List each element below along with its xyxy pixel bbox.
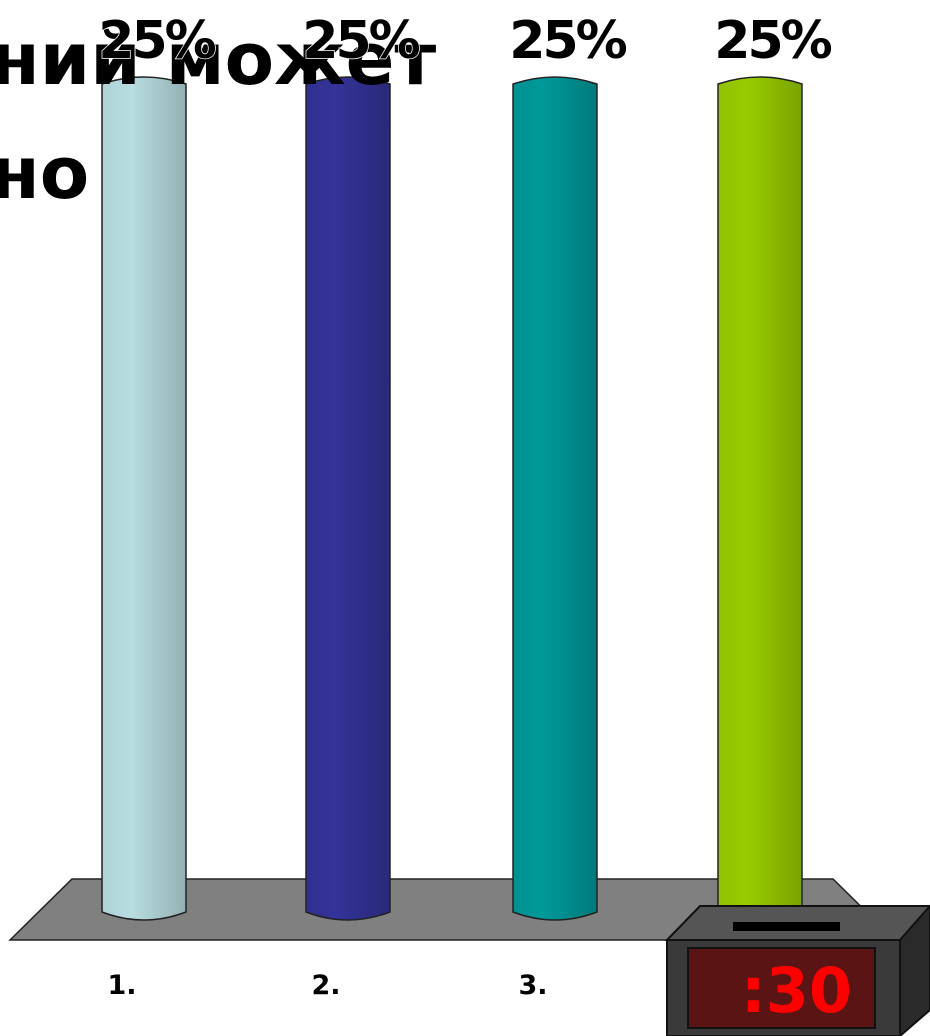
timer-slot — [733, 922, 840, 931]
timer-screen — [687, 947, 876, 1029]
value-label: 25% — [509, 11, 626, 71]
bar — [717, 76, 803, 921]
value-label: 25% — [98, 11, 215, 71]
bars — [101, 76, 803, 921]
value-label: 25% — [714, 11, 831, 71]
bar — [101, 76, 187, 921]
bar — [512, 76, 598, 921]
labels: 25% 1. 25% 2. 25% 3. 25% — [98, 10, 836, 1001]
chart-title: ний может — [0, 17, 437, 101]
x-tick-label: 3. — [518, 970, 547, 1001]
bar — [305, 76, 391, 921]
x-tick-label: 1. — [107, 970, 136, 1001]
timer: :30 — [664, 904, 930, 1036]
chart-title: но — [0, 131, 89, 215]
value-label: 25% — [302, 11, 419, 71]
timer-text: :30 — [741, 954, 852, 1027]
x-tick-label: 2. — [311, 970, 340, 1001]
floor — [8, 878, 897, 941]
